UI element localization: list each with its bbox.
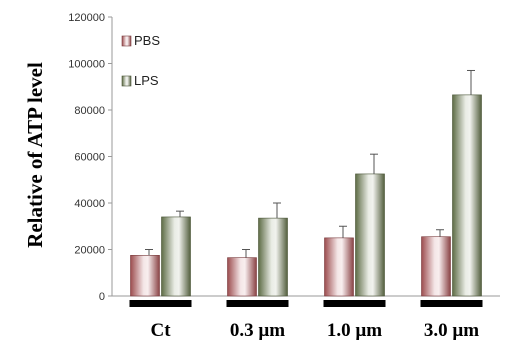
y-tick-label: 80000 xyxy=(74,105,105,117)
legend-label: PBS xyxy=(134,33,160,48)
bar-pbs xyxy=(324,237,354,297)
x-tick-label: Ct xyxy=(150,320,171,341)
x-tick-label: 1.0 µm xyxy=(327,320,382,341)
group-underline xyxy=(323,300,386,307)
group-underline xyxy=(226,300,289,307)
bar-lps xyxy=(258,217,288,297)
y-tick-label: 100000 xyxy=(68,59,105,71)
x-tick-label: 0.3 µm xyxy=(230,320,285,341)
y-tick-label: 0 xyxy=(99,291,105,303)
y-tick-label: 60000 xyxy=(74,152,105,164)
legend-swatch xyxy=(121,35,132,47)
legend-label: LPS xyxy=(134,73,159,88)
bar-lps xyxy=(355,173,385,297)
group-underline xyxy=(420,300,483,307)
bar-pbs xyxy=(130,255,160,297)
bar-lps xyxy=(161,216,191,297)
y-tick-label: 40000 xyxy=(74,198,105,210)
y-tick-label: 120000 xyxy=(68,12,105,24)
bar-pbs xyxy=(421,236,451,297)
x-tick-label: 3.0 µm xyxy=(424,320,479,341)
y-axis-label: Relative of ATP level xyxy=(23,62,47,248)
bar-pbs xyxy=(227,257,257,297)
group-underline xyxy=(129,300,192,307)
bar-lps xyxy=(452,94,482,297)
y-tick-label: 20000 xyxy=(74,245,105,257)
legend-swatch xyxy=(121,75,132,87)
